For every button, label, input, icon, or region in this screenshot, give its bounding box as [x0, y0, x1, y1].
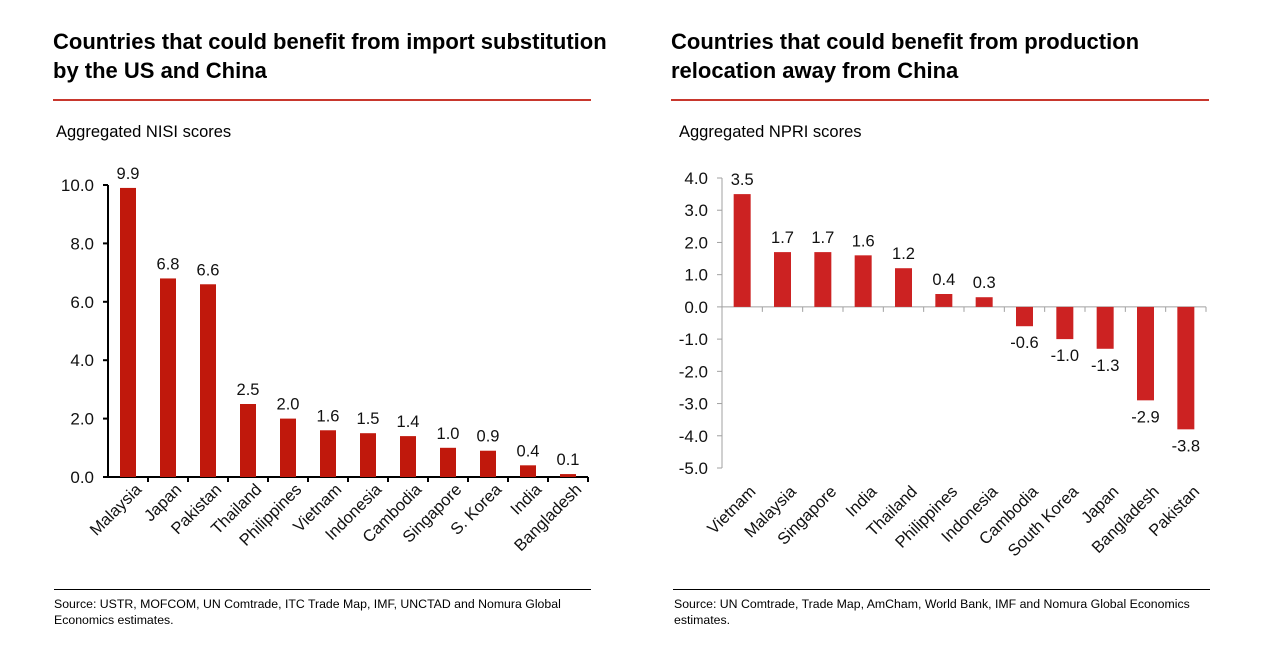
y-tick-label: -4.0 — [679, 427, 708, 446]
category-label: Malaysia — [87, 480, 146, 539]
bar-s-korea — [480, 450, 496, 477]
bar-singapore — [440, 447, 456, 477]
data-label: 1.6 — [852, 232, 875, 250]
data-label: 0.1 — [557, 451, 580, 469]
data-label: 0.3 — [973, 274, 996, 292]
y-tick-label: 3.0 — [684, 201, 708, 220]
data-label: 1.6 — [317, 407, 340, 425]
data-label: 1.0 — [437, 425, 460, 443]
y-tick-label: -3.0 — [679, 395, 708, 414]
data-label: 9.9 — [117, 165, 140, 183]
chart-title: Countries that could benefit from import… — [53, 29, 607, 83]
bar-malaysia — [120, 187, 136, 478]
data-label: 0.9 — [477, 428, 500, 446]
data-label: 6.8 — [157, 255, 180, 273]
bar-japan — [160, 278, 176, 477]
y-tick-label: 1.0 — [684, 266, 708, 285]
y-tick-label: 4.0 — [684, 169, 708, 188]
data-label: 2.5 — [237, 381, 260, 399]
nisi-panel: Countries that could benefit from import… — [0, 0, 631, 650]
source-note: Source: UN Comtrade, Trade Map, AmCham, … — [674, 597, 1190, 627]
category-label: South Korea — [1005, 482, 1083, 560]
y-tick-label: 2.0 — [684, 233, 708, 252]
bar-singapore — [814, 252, 832, 307]
data-label: 1.7 — [811, 229, 834, 247]
data-label: 1.5 — [357, 410, 380, 428]
data-label: 0.4 — [517, 442, 540, 460]
y-tick-label: 0.0 — [70, 468, 94, 487]
y-tick-label: -5.0 — [679, 459, 708, 478]
bar-pakistan — [200, 284, 216, 477]
y-tick-label: -1.0 — [679, 330, 708, 349]
nisi-bar-chart: 0.02.04.06.08.010.09.9Malaysia6.8Japan6.… — [61, 165, 589, 555]
bar-south-korea — [1056, 306, 1074, 340]
y-tick-label: 10.0 — [61, 176, 94, 195]
data-label: 0.4 — [932, 271, 955, 289]
bar-cambodia — [400, 436, 416, 477]
bar-vietnam — [320, 430, 336, 477]
npri-bar-chart: -5.0-4.0-3.0-2.0-1.00.01.02.03.04.0 3.5Vi… — [679, 169, 1207, 560]
data-label: -2.9 — [1131, 408, 1159, 426]
title-divider — [53, 99, 591, 101]
bar-india — [854, 255, 872, 307]
source-note: Source: USTR, MOFCOM, UN Comtrade, ITC T… — [54, 597, 561, 627]
bar-indonesia — [975, 297, 993, 307]
y-tick-label: -2.0 — [679, 362, 708, 381]
bar-japan — [1096, 306, 1114, 349]
npri-panel: Countries that could benefit from produc… — [631, 0, 1263, 650]
data-label: -1.3 — [1091, 357, 1119, 375]
bar-pakistan — [1177, 306, 1195, 430]
source-divider — [54, 589, 591, 590]
title-divider — [671, 99, 1209, 101]
bar-thailand — [895, 268, 912, 307]
chart-subtitle: Aggregated NPRI scores — [679, 123, 862, 141]
data-label: 1.2 — [892, 245, 915, 263]
data-label: 6.6 — [197, 261, 220, 279]
y-tick-label: 6.0 — [70, 293, 94, 312]
bar-india — [520, 465, 536, 477]
bar-vietnam — [733, 194, 751, 307]
y-tick-label: 2.0 — [70, 410, 94, 429]
bar-indonesia — [360, 433, 376, 477]
bar-philippines — [280, 418, 296, 477]
chart-title: Countries that could benefit from produc… — [671, 29, 1140, 83]
data-label: -3.8 — [1172, 437, 1200, 455]
y-tick-label: 0.0 — [684, 298, 708, 317]
data-label: -1.0 — [1051, 347, 1079, 365]
bar-philippines — [935, 294, 953, 307]
chart-subtitle: Aggregated NISI scores — [56, 123, 232, 141]
data-label: 1.4 — [397, 413, 420, 431]
bar-bangladesh — [560, 474, 576, 477]
bar-cambodia — [1016, 306, 1033, 327]
source-divider — [673, 589, 1210, 590]
data-label: 3.5 — [731, 171, 754, 189]
bar-bangladesh — [1137, 306, 1154, 401]
data-label: -0.6 — [1010, 334, 1038, 352]
data-label: 2.0 — [277, 396, 300, 414]
y-tick-label: 8.0 — [70, 234, 94, 253]
bar-malaysia — [774, 252, 791, 307]
y-tick-label: 4.0 — [70, 351, 94, 370]
bar-thailand — [240, 404, 256, 477]
data-label: 1.7 — [771, 229, 794, 247]
